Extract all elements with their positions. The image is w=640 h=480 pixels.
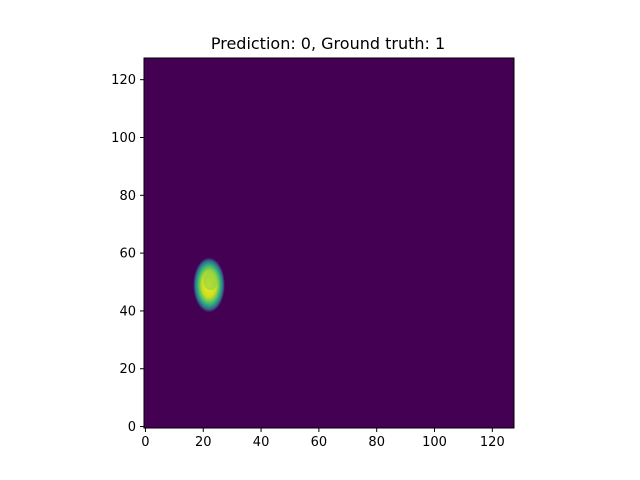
x-axis: 0 20 40 60 80 100 120 — [141, 428, 505, 450]
y-tick-label: 0 — [128, 420, 136, 435]
x-tick-label: 120 — [480, 435, 505, 450]
x-tick-label: 20 — [195, 435, 212, 450]
x-tick-label: 80 — [368, 435, 385, 450]
y-axis: 0 20 40 60 80 100 120 — [111, 73, 144, 435]
x-tick-label: 100 — [422, 435, 447, 450]
heatmap-background — [144, 58, 514, 428]
plot-area — [143, 57, 515, 429]
chart-title: Prediction: 0, Ground truth: 1 — [211, 34, 445, 53]
y-tick-label: 100 — [111, 131, 136, 146]
y-tick-label: 20 — [119, 362, 136, 377]
x-tick-label: 40 — [253, 435, 270, 450]
heatmap-blob-core — [203, 270, 218, 291]
y-tick-label: 80 — [119, 189, 136, 204]
y-tick-label: 120 — [111, 73, 136, 88]
plot-frame — [143, 57, 515, 429]
y-tick-label: 60 — [119, 247, 136, 262]
x-tick-label: 60 — [311, 435, 328, 450]
x-tick-label: 0 — [141, 435, 149, 450]
y-tick-label: 40 — [119, 304, 136, 319]
